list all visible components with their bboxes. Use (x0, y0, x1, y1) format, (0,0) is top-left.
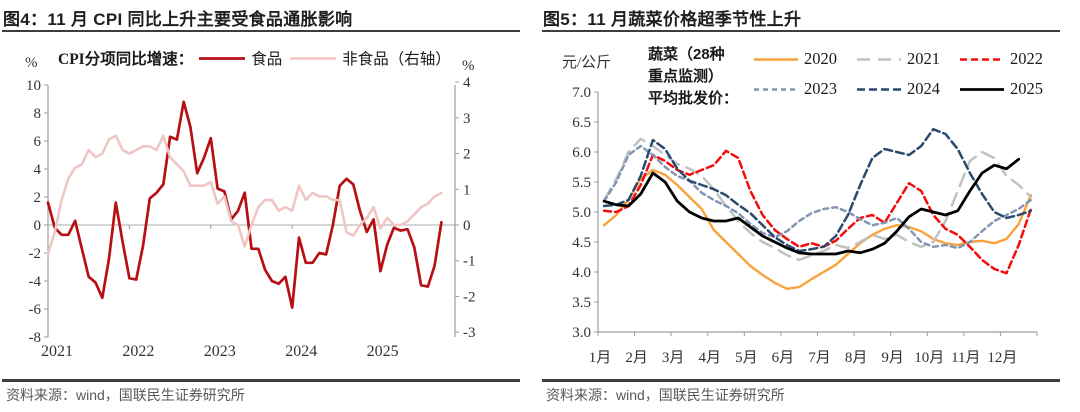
svg-text:4: 4 (34, 162, 42, 178)
svg-text:10月: 10月 (914, 350, 944, 366)
veg-legend-item-2024: 2024 (856, 79, 959, 99)
veg-legend-label-2024: 2024 (907, 79, 940, 98)
series-line-2020 (602, 168, 1033, 291)
svg-text:-6: -6 (29, 302, 42, 318)
veg-legend-row1: 2020 2021 2022 (753, 49, 1062, 69)
svg-text:4.0: 4.0 (572, 265, 591, 281)
figure5-title: 图5：11 月蔬菜价格超季节性上升 (543, 10, 802, 29)
veg-legend-title-line2: 重点监测） (648, 68, 724, 85)
svg-text:-2: -2 (29, 246, 42, 262)
series-line-2024 (602, 127, 1033, 253)
svg-text:11月: 11月 (951, 350, 980, 366)
cpi-legend-label-nonfood: 非食品（右轴） (342, 51, 451, 68)
svg-text:-1: -1 (463, 254, 476, 270)
veg-legend-label-2021: 2021 (907, 49, 940, 68)
nonfood-line-swatch-icon (290, 56, 337, 60)
svg-text:3: 3 (463, 111, 471, 127)
veg-legend-item-2021: 2021 (856, 49, 959, 69)
svg-text:2024: 2024 (285, 343, 317, 360)
veg-legend-title-line3: 平均批发价： (648, 90, 739, 107)
veg-axis-unit: 元/公斤 (562, 55, 612, 71)
cpi-legend-item-nonfood: 非食品（右轴） (289, 47, 451, 69)
cpi-legend-label-food: 食品 (251, 51, 283, 68)
veg-legend-title: 蔬菜（28种 重点监测） 平均批发价： (648, 44, 766, 110)
figure5-title-rule (542, 30, 1060, 32)
svg-text:9月: 9月 (881, 350, 904, 366)
svg-text:10: 10 (26, 78, 41, 94)
figure4-title: 图4：11 月 CPI 同比上升主要受食品通胀影响 (3, 10, 353, 29)
line-2020-swatch-icon (754, 57, 798, 61)
veg-legend-label-2020: 2020 (804, 49, 837, 68)
cpi-right-axis-unit: % (462, 58, 475, 74)
figure5-bottom-rule (542, 379, 1060, 382)
svg-text:8月: 8月 (845, 350, 868, 366)
figure4-bottom-rule (2, 379, 520, 382)
svg-text:3月: 3月 (662, 350, 685, 366)
svg-text:5月: 5月 (735, 350, 758, 366)
veg-legend-item-2025: 2025 (959, 79, 1062, 99)
figure4-title-rule (2, 30, 520, 32)
svg-text:2022: 2022 (122, 343, 154, 360)
veg-legend-item-2020: 2020 (753, 49, 856, 69)
series-line-2025 (602, 157, 1021, 256)
svg-text:1: 1 (463, 182, 471, 198)
veg-legend-item-2023: 2023 (753, 79, 856, 99)
svg-text:1月: 1月 (589, 350, 612, 366)
svg-text:3.5: 3.5 (572, 295, 591, 311)
cpi-legend-item-food: 食品 (198, 47, 282, 69)
cpi-legend: CPI分项同比增速： 食品 非食品（右轴） (58, 47, 458, 69)
svg-text:4: 4 (463, 75, 471, 91)
svg-text:-4: -4 (29, 274, 42, 290)
svg-text:3.0: 3.0 (572, 325, 591, 341)
veg-legend-label-2022: 2022 (1010, 49, 1043, 68)
line-2025-swatch-icon (960, 87, 1004, 91)
series-line-非食品（右轴） (46, 134, 443, 255)
svg-text:2023: 2023 (204, 343, 236, 360)
vegetable-price-chart: 7.0 6.5 6.0 5.5 5.0 4.5 4.0 3.5 3.0 1月 2月 3月 4月 5月 6月 7… (572, 85, 1038, 366)
svg-text:-8: -8 (29, 330, 42, 346)
series-line-食品 (46, 100, 443, 309)
veg-legend-title-line1: 蔬菜（28种 (648, 46, 725, 63)
svg-text:7月: 7月 (808, 350, 831, 366)
svg-text:6.5: 6.5 (572, 115, 591, 131)
svg-text:2: 2 (34, 190, 42, 206)
svg-text:2025: 2025 (367, 343, 399, 360)
veg-legend-label-2025: 2025 (1010, 79, 1043, 98)
veg-legend-item-2022: 2022 (959, 49, 1062, 69)
line-2023-swatch-icon (754, 87, 798, 91)
figure4-panel: 图4：11 月 CPI 同比上升主要受食品通胀影响 % % CPI分项同比增速：… (2, 10, 520, 403)
figure5-source: 资料来源：wind，国联民生证券研究所 (546, 387, 785, 403)
svg-text:8: 8 (34, 106, 42, 122)
line-2024-swatch-icon (857, 87, 901, 91)
svg-text:5.5: 5.5 (572, 175, 591, 191)
svg-text:4.5: 4.5 (572, 235, 591, 251)
svg-text:6.0: 6.0 (572, 145, 591, 161)
svg-text:2: 2 (463, 147, 471, 163)
svg-text:5.0: 5.0 (572, 205, 591, 221)
cpi-legend-title: CPI分项同比增速： (58, 51, 194, 68)
svg-text:2月: 2月 (625, 350, 648, 366)
svg-text:6: 6 (34, 134, 42, 150)
series-line-2022 (602, 149, 1033, 275)
figure5-panel: 图5：11 月蔬菜价格超季节性上升 元/公斤 蔬菜（28种 重点监测） 平均批发… (540, 0, 1080, 412)
svg-text:-3: -3 (463, 325, 476, 341)
veg-legend-row2: 2023 2024 2025 (753, 79, 1062, 99)
series-line-2023 (602, 144, 1033, 250)
svg-text:-2: -2 (463, 289, 476, 305)
svg-text:12月: 12月 (987, 350, 1017, 366)
line-2021-swatch-icon (857, 57, 901, 61)
cpi-left-axis-unit: % (25, 55, 38, 71)
veg-legend-label-2023: 2023 (804, 79, 837, 98)
figure4-source: 资料来源：wind，国联民生证券研究所 (6, 387, 245, 403)
svg-text:4月: 4月 (698, 350, 721, 366)
food-line-swatch-icon (199, 56, 246, 60)
svg-text:7.0: 7.0 (572, 85, 591, 101)
svg-text:6月: 6月 (772, 350, 795, 366)
line-2022-swatch-icon (960, 57, 1004, 61)
svg-text:2021: 2021 (41, 343, 73, 360)
svg-text:0: 0 (34, 218, 42, 234)
svg-text:0: 0 (463, 218, 471, 234)
